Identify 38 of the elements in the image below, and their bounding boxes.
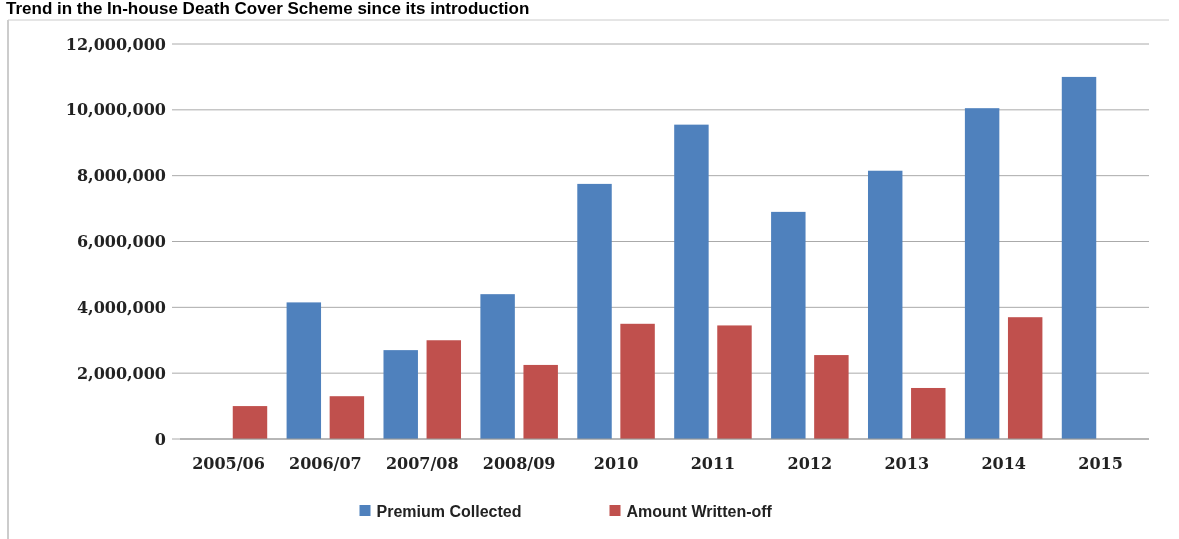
- y-tick-label: 8,000,000: [76, 166, 166, 186]
- chart-title: Trend in the In-house Death Cover Scheme since its introduction: [6, 0, 530, 18]
- x-tick-label: 2006/07: [289, 454, 362, 473]
- bar: [911, 387, 946, 439]
- x-tick-label: 2011: [690, 454, 736, 473]
- bar: [286, 302, 322, 439]
- x-tick-label: 2012: [787, 454, 833, 473]
- bar: [383, 350, 418, 439]
- bar: [480, 294, 515, 439]
- y-tick-label: 0: [154, 429, 166, 449]
- bar: [620, 323, 655, 439]
- x-tick-label: 2013: [884, 454, 930, 473]
- y-tick-label: 10,000,000: [65, 100, 166, 120]
- x-tick-label: 2010: [593, 454, 639, 473]
- bar: [717, 325, 752, 439]
- bar: [1061, 76, 1097, 439]
- bar: [814, 355, 849, 439]
- bar: [523, 364, 558, 439]
- legend-label: Amount Written-off: [626, 502, 773, 520]
- bar: [426, 340, 462, 439]
- y-tick-label: 2,000,000: [76, 363, 166, 383]
- bar: [232, 406, 268, 439]
- x-tick-label: 2015: [1078, 454, 1123, 473]
- y-tick-label: 12,000,000: [65, 34, 166, 54]
- bar: [577, 183, 612, 439]
- x-tick-label: 2014: [981, 454, 1026, 473]
- x-tick-label: 2007/08: [385, 454, 459, 473]
- x-tick-label: 2005/06: [192, 454, 265, 473]
- y-tick-label: 6,000,000: [76, 232, 166, 252]
- bar: [674, 124, 709, 439]
- bar: [771, 211, 806, 439]
- bar: [1007, 317, 1043, 439]
- legend-label: Premium Collected: [376, 502, 522, 520]
- y-tick-label: 4,000,000: [76, 297, 166, 317]
- x-tick-label: 2008/09: [482, 454, 556, 473]
- bar: [867, 170, 903, 439]
- bar: [964, 108, 1000, 439]
- bar: [329, 396, 365, 439]
